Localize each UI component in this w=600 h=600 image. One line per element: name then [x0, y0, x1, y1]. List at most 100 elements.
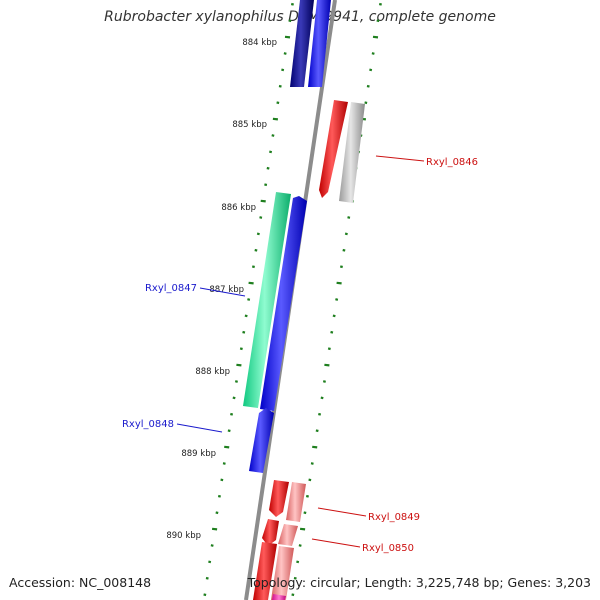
left-track-tick — [269, 150, 273, 154]
left-track-tick — [259, 216, 263, 219]
gene-arrow-magenta[interactable] — [272, 594, 286, 600]
right-track-tick — [335, 298, 339, 301]
left-track-tick — [281, 68, 285, 72]
right-track-tick — [318, 412, 322, 416]
left-track-tick — [264, 183, 268, 187]
right-track-tick — [293, 576, 297, 580]
gene-arrow-gray[interactable] — [339, 102, 365, 203]
gene-arrow-red-bottom[interactable] — [253, 542, 277, 600]
gene-arrow-rxyl-0847[interactable] — [243, 192, 291, 408]
left-track-tick — [276, 101, 280, 105]
gene-arrow-rxyl-0848[interactable] — [249, 408, 274, 473]
right-track-tick — [327, 347, 331, 351]
right-track-tick — [336, 281, 342, 285]
left-track-tick — [236, 363, 242, 367]
ruler-label-887: 887 kbp — [209, 285, 244, 295]
gene-arrow-navy[interactable] — [290, 0, 314, 87]
right-track-tick — [291, 593, 295, 597]
right-track-tick — [339, 265, 343, 269]
left-track-tick — [272, 117, 279, 121]
gene-arrow-rxyl-0849[interactable] — [269, 480, 289, 517]
right-track-tick — [310, 462, 314, 465]
left-track-tick — [256, 232, 260, 236]
left-track-tick — [208, 560, 212, 564]
right-track-tick — [320, 396, 324, 400]
leader-rxyl-0848 — [176, 423, 223, 433]
right-track-tick — [312, 445, 318, 449]
leader-rxyl-0849 — [317, 507, 367, 517]
gene-arrow-rxyl-0850[interactable] — [278, 524, 298, 546]
right-track-tick — [366, 84, 370, 88]
right-track-tick — [303, 511, 307, 515]
left-track-tick — [224, 445, 230, 449]
ruler-label-890: 890 kbp — [166, 531, 201, 541]
gene-label-rxyl-0848[interactable]: Rxyl_0848 — [122, 419, 174, 430]
right-track-tick — [298, 544, 302, 547]
leader-rxyl-0847 — [199, 287, 246, 297]
gene-label-rxyl-0850[interactable]: Rxyl_0850 — [362, 543, 414, 554]
left-track-tick — [220, 478, 224, 482]
right-track-tick — [376, 19, 380, 23]
left-track-tick — [227, 429, 231, 433]
left-track-tick — [251, 265, 255, 269]
gene-arrow-pink-1[interactable] — [286, 482, 306, 522]
left-track-tick — [244, 314, 248, 318]
gene-label-rxyl-0847[interactable]: Rxyl_0847 — [145, 283, 197, 294]
left-track-tick — [283, 52, 287, 55]
left-track-tick — [234, 380, 238, 383]
accession-text: Accession: NC_008148 — [9, 575, 152, 590]
left-track-tick — [260, 199, 266, 203]
right-track-tick — [332, 314, 336, 318]
left-track-tick — [205, 576, 209, 580]
left-track-tick — [232, 396, 236, 400]
right-track-tick — [372, 35, 379, 39]
right-track-tick — [322, 380, 326, 383]
left-track-tick — [215, 511, 219, 515]
left-track-tick — [217, 494, 221, 498]
ruler-label-888: 888 kbp — [195, 367, 230, 377]
gene-arrow-pink-2[interactable] — [271, 546, 294, 600]
ruler-label-886: 886 kbp — [221, 203, 256, 213]
left-track-tick — [248, 281, 254, 285]
left-track-tick — [242, 330, 246, 334]
right-track-tick — [364, 101, 368, 105]
right-track-tick — [308, 478, 312, 482]
left-track-tick — [254, 248, 258, 252]
left-track-tick — [230, 412, 234, 416]
right-track-tick — [342, 248, 346, 252]
left-track-tick — [290, 2, 294, 6]
left-track-tick — [210, 544, 214, 547]
left-track-tick — [284, 35, 291, 39]
left-track-tick — [239, 347, 243, 351]
left-track-tick — [203, 593, 207, 597]
gene-label-rxyl-0846[interactable]: Rxyl_0846 — [426, 157, 478, 168]
left-track-tick — [288, 19, 292, 23]
right-track-tick — [324, 363, 330, 367]
right-track-tick — [347, 216, 351, 219]
gene-arrow-red-small[interactable] — [262, 519, 279, 546]
left-track-tick — [271, 134, 275, 137]
ruler-label-889: 889 kbp — [181, 449, 216, 459]
gene-arrow-rxyl-0846[interactable] — [319, 100, 348, 198]
ruler-label-885: 885 kbp — [232, 120, 267, 130]
right-track-tick — [330, 330, 334, 334]
right-track-tick — [378, 2, 382, 6]
left-track-tick — [211, 527, 218, 531]
left-track-tick — [247, 298, 251, 301]
leader-rxyl-0850 — [311, 538, 361, 548]
right-track-tick — [369, 68, 373, 72]
right-track-tick — [315, 429, 319, 433]
right-track-tick — [296, 560, 300, 564]
leader-rxyl-0846 — [375, 155, 425, 162]
left-track-tick — [278, 84, 282, 88]
left-track-tick — [266, 166, 270, 170]
right-track-tick — [305, 494, 309, 498]
gene-arrow-blue-long[interactable] — [260, 196, 307, 411]
right-track-tick — [344, 232, 348, 236]
gene-arrow-blue-top[interactable] — [308, 0, 331, 87]
tick-track-left — [203, 2, 294, 597]
gene-label-rxyl-0849[interactable]: Rxyl_0849 — [368, 512, 420, 523]
right-track-tick — [371, 52, 375, 55]
tick-track-right — [291, 2, 382, 597]
